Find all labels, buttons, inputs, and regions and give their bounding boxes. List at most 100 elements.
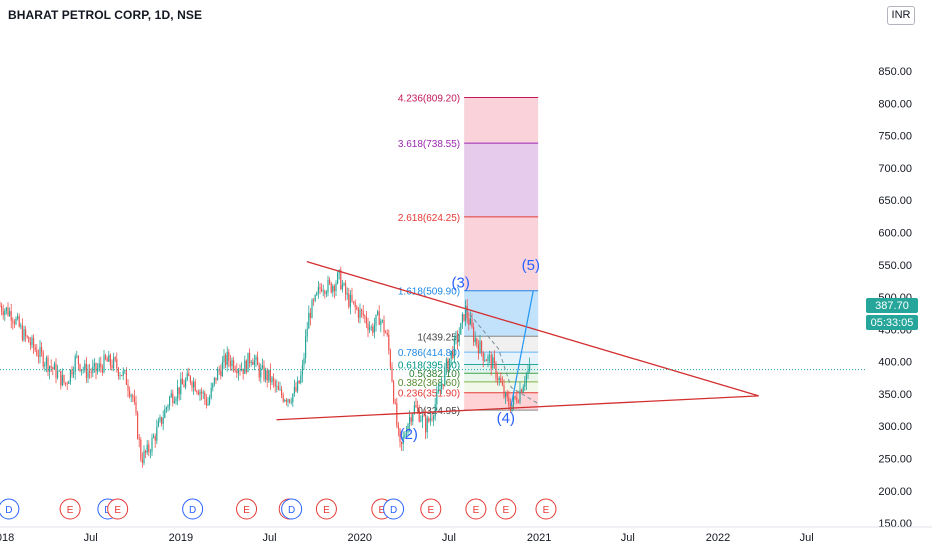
dividend-marker[interactable] bbox=[0, 498, 20, 520]
candle-body bbox=[335, 283, 337, 292]
earnings-marker[interactable] bbox=[59, 498, 81, 520]
currency-badge[interactable]: INR bbox=[887, 6, 915, 25]
candle-body bbox=[215, 377, 217, 381]
candle-body bbox=[42, 352, 44, 367]
candle-body bbox=[401, 441, 403, 444]
dividend-marker[interactable] bbox=[281, 498, 303, 520]
candle-body bbox=[170, 393, 172, 398]
wave-channel-dashed[interactable] bbox=[464, 308, 539, 405]
x-tick-label: Jul bbox=[442, 532, 456, 544]
wave-label: (2) bbox=[400, 426, 418, 443]
candle-body bbox=[345, 283, 347, 295]
candle-body bbox=[26, 335, 28, 338]
candle-body bbox=[319, 287, 321, 289]
dividend-marker[interactable] bbox=[383, 498, 405, 520]
candle-body bbox=[223, 355, 225, 363]
triangle-trendline[interactable] bbox=[276, 395, 759, 421]
fib-extension-zone: 4.236(809.20) 3.618(738.55) 2.618(624.25) 1… bbox=[398, 93, 539, 417]
candle-body bbox=[317, 287, 319, 293]
elliott-wave-projection[interactable]: (2) (3) (4) (5) bbox=[400, 257, 540, 443]
y-tick-label: 600.00 bbox=[878, 228, 912, 240]
candle-body bbox=[423, 415, 425, 417]
triangle-trendline[interactable] bbox=[306, 260, 759, 397]
triangle-trendlines[interactable] bbox=[276, 260, 759, 421]
candle-body bbox=[245, 360, 247, 373]
candle-body bbox=[343, 283, 345, 285]
y-tick-label: 700.00 bbox=[878, 163, 912, 175]
earnings-marker[interactable] bbox=[465, 498, 487, 520]
candle-body bbox=[45, 357, 47, 365]
candle-body bbox=[442, 384, 444, 386]
fib-extension-band bbox=[464, 143, 539, 217]
fib-retracement-band bbox=[464, 364, 539, 374]
candle-body bbox=[89, 371, 91, 373]
candle-body bbox=[66, 383, 68, 385]
dividend-marker[interactable] bbox=[182, 498, 204, 520]
candle-body bbox=[516, 397, 518, 403]
candle-body bbox=[477, 344, 479, 354]
candle-body bbox=[79, 364, 81, 371]
y-tick-label: 850.00 bbox=[878, 66, 912, 78]
candle-body bbox=[482, 351, 484, 361]
candle-body bbox=[111, 365, 113, 369]
candle-body bbox=[468, 317, 470, 325]
candle-body bbox=[85, 363, 87, 378]
candle-body bbox=[225, 355, 227, 366]
event-marker-label: E bbox=[243, 505, 250, 516]
candle-body bbox=[513, 396, 515, 405]
candle-body bbox=[354, 302, 356, 308]
candle-body bbox=[362, 311, 364, 316]
candle-body bbox=[380, 320, 382, 325]
candle-body bbox=[417, 407, 419, 410]
event-markers[interactable]: DEDEDEEDEEDEEEE bbox=[0, 498, 557, 520]
earnings-marker[interactable] bbox=[315, 498, 337, 520]
candle-body bbox=[105, 355, 107, 359]
candle-body bbox=[172, 393, 174, 403]
candle-body bbox=[324, 290, 326, 294]
fib-extension-label: 3.618(738.55) bbox=[398, 139, 460, 150]
candle-body bbox=[457, 334, 459, 342]
candle-body bbox=[460, 323, 462, 335]
candle-body bbox=[119, 375, 121, 376]
candle-body bbox=[405, 432, 407, 436]
earnings-marker[interactable] bbox=[420, 498, 442, 520]
candle-body bbox=[57, 371, 59, 378]
candle-body bbox=[514, 396, 516, 398]
candle-body bbox=[185, 380, 187, 388]
fib-retracement-band bbox=[464, 381, 539, 393]
earnings-marker[interactable] bbox=[107, 498, 129, 520]
price-axis[interactable]: 850.00 800.00 750.00 700.00 650.00 600.00 550.… bbox=[878, 66, 912, 550]
fib-retracement-label: 0.236(351.90) bbox=[398, 389, 460, 400]
candle-body bbox=[154, 436, 156, 441]
earnings-marker[interactable] bbox=[236, 498, 258, 520]
candle-body bbox=[436, 391, 438, 405]
candle-body bbox=[5, 307, 7, 311]
y-tick-label: 800.00 bbox=[878, 98, 912, 110]
candle-body bbox=[434, 404, 436, 417]
candle-body bbox=[348, 293, 350, 307]
candle-body bbox=[167, 405, 169, 408]
candle-body bbox=[353, 301, 355, 303]
wave-5-projection-line[interactable] bbox=[510, 290, 534, 406]
candle-body bbox=[58, 370, 60, 372]
candle-body bbox=[135, 401, 137, 413]
candle-body bbox=[21, 325, 23, 340]
candle-body bbox=[429, 418, 431, 422]
earnings-marker[interactable] bbox=[535, 498, 557, 520]
candle-body bbox=[114, 357, 116, 360]
candle-body bbox=[413, 405, 415, 414]
candle-body bbox=[12, 320, 14, 323]
candle-body bbox=[314, 295, 316, 301]
candle-body bbox=[108, 354, 110, 362]
fib-retracement-label: 1(439.25) bbox=[417, 332, 460, 343]
candle-body bbox=[501, 382, 503, 386]
x-tick-label: 2020 bbox=[348, 532, 372, 544]
candle-body bbox=[479, 341, 481, 354]
candle-body bbox=[47, 357, 49, 372]
time-axis[interactable]: 2018 Jul 2019 Jul 2020 Jul 2021 Jul 2022 Jul bbox=[0, 526, 932, 544]
earnings-marker[interactable] bbox=[495, 498, 517, 520]
candle-body bbox=[146, 444, 148, 453]
symbol-title[interactable]: BHARAT PETROL CORP, 1D, NSE bbox=[8, 8, 203, 22]
candle-body bbox=[377, 311, 379, 315]
